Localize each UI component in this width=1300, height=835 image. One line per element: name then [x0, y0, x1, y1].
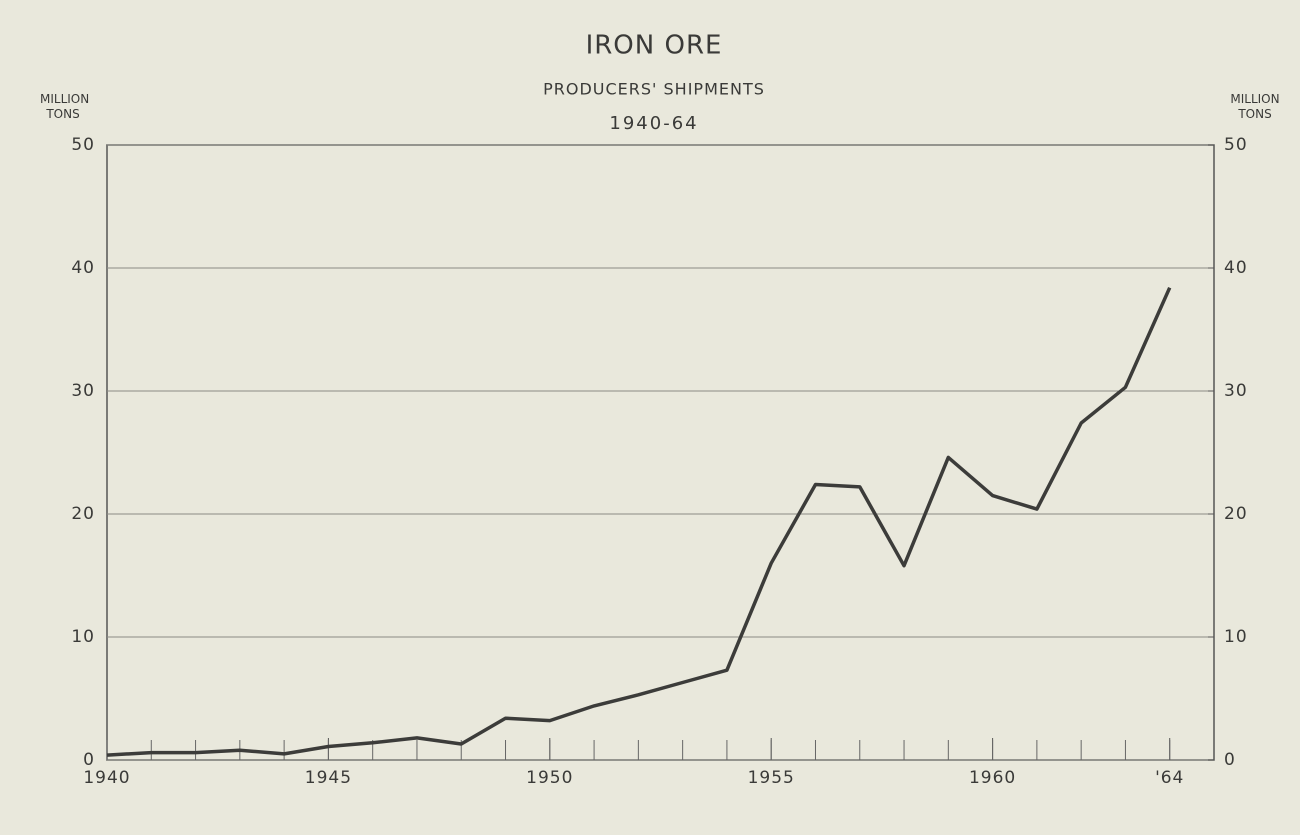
- y-axis-label: MILLION TONS: [40, 92, 90, 121]
- y-tick-label: 0: [83, 750, 95, 770]
- y-tick-label: 40: [71, 258, 95, 278]
- y-tick-label: 50: [71, 135, 95, 155]
- x-tick-label: '64: [1155, 768, 1184, 788]
- y2-tick-label: 0: [1224, 750, 1236, 770]
- y2-tick-label: 50: [1224, 135, 1248, 155]
- data-line: [106, 286, 1172, 757]
- x-tick-label: 1945: [305, 768, 352, 788]
- x-tick-label: 1955: [748, 768, 795, 788]
- chart-subtitle: PRODUCERS' SHIPMENTS: [543, 80, 765, 99]
- y2-axis-label: MILLION TONS: [1230, 92, 1280, 121]
- x-tick-label: 1950: [526, 768, 573, 788]
- y2-tick-label: 30: [1224, 381, 1248, 401]
- y-tick-label: 10: [71, 627, 95, 647]
- y-tick-label: 20: [71, 504, 95, 524]
- y2-tick-label: 40: [1224, 258, 1248, 278]
- x-tick-label: 1960: [969, 768, 1016, 788]
- chart-period: 1940-64: [609, 113, 698, 134]
- y2-tick-label: 20: [1224, 504, 1248, 524]
- y-tick-label: 30: [71, 381, 95, 401]
- y-axis-label-box: MILLION TONS: [40, 92, 90, 121]
- x-tick-label: 1940: [83, 768, 130, 788]
- y2-axis-label-box: MILLION TONS: [1230, 92, 1280, 121]
- chart-title: IRON ORE: [586, 31, 723, 61]
- y2-tick-label: 10: [1224, 627, 1248, 647]
